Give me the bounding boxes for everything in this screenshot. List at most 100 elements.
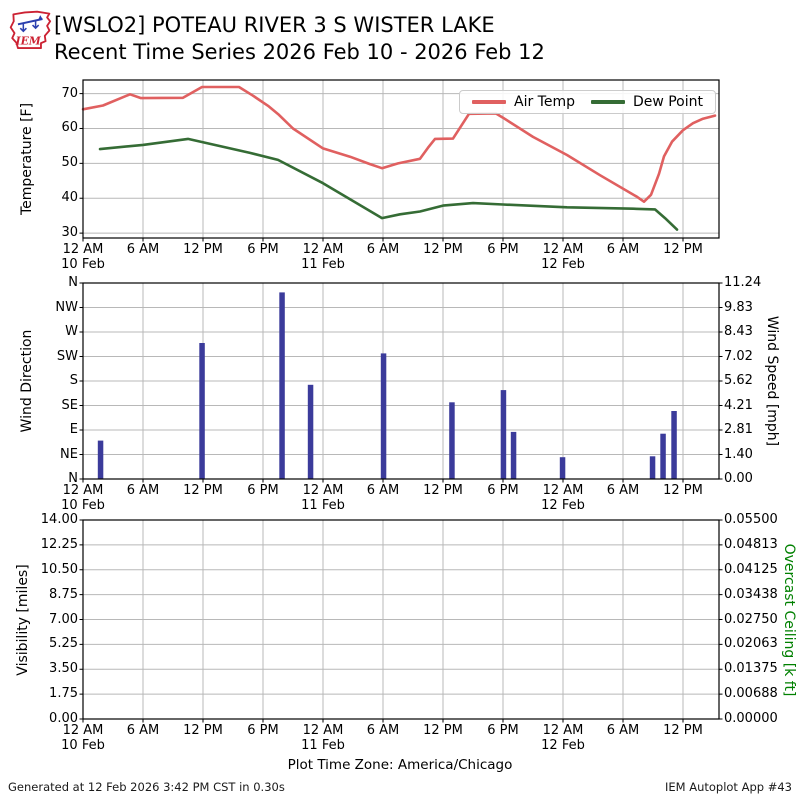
- y-tick-label-visibility: 7.00: [49, 611, 78, 627]
- x-tick-label: 6 AM: [366, 242, 400, 257]
- y-tick-label-ceiling: 0.03438: [724, 586, 778, 602]
- y-tick-label-visibility: 10.50: [40, 561, 78, 577]
- y-tick-label-wind-speed: 8.43: [724, 324, 753, 339]
- iowa-outline: [9, 10, 52, 50]
- y-tick-label-wind-speed: 5.62: [724, 373, 753, 388]
- x-tick-label: 12 AM: [542, 483, 584, 498]
- legend-item-dew-point: Dew Point: [590, 94, 703, 110]
- visibility-axis-title: Visibility [miles]: [15, 564, 31, 676]
- page-title: [WSLO2] POTEAU RIVER 3 S WISTER LAKE Rec…: [54, 12, 545, 66]
- y-tick-label-wind-dir: SW: [56, 348, 78, 364]
- x-tick-label: 12 PM: [663, 483, 703, 498]
- x-tick-label: 6 AM: [126, 242, 160, 257]
- y-tick-label-temp: 60: [61, 120, 78, 136]
- date-label: 10 Feb: [61, 738, 105, 753]
- x-tick-label: 6 AM: [606, 242, 640, 257]
- weather-vane-icon: [17, 15, 43, 33]
- y-tick-label-wind-dir: N: [68, 275, 78, 290]
- y-tick-label-temp: 40: [61, 190, 78, 206]
- x-tick-label: 12 AM: [62, 483, 104, 498]
- wind-speed-bar: [449, 402, 455, 479]
- plot-spine: [82, 79, 720, 239]
- y-tick-label-visibility: 0.00: [49, 711, 78, 726]
- wind-speed-bar: [510, 431, 517, 479]
- y-tick-label-visibility: 3.50: [49, 661, 78, 677]
- x-tick-label: 6 PM: [247, 723, 279, 738]
- x-tick-label: 12 AM: [302, 242, 344, 257]
- y-tick-label-wind-speed: 1.40: [724, 446, 753, 462]
- date-label: 11 Feb: [301, 738, 345, 753]
- date-label: 12 Feb: [541, 738, 585, 753]
- x-tick-label: 6 PM: [487, 483, 519, 498]
- date-label: 12 Feb: [541, 498, 585, 513]
- y-tick-label-wind-speed: 4.21: [724, 397, 753, 413]
- x-tick-label: 12 AM: [542, 723, 584, 738]
- x-tick-label: 12 PM: [183, 242, 223, 257]
- legend-label-air-temp: Air Temp: [514, 94, 575, 110]
- legend: Air Temp Dew Point: [459, 90, 716, 114]
- dew-point-line: [98, 137, 679, 231]
- title-line-2: Recent Time Series 2026 Feb 10 - 2026 Fe…: [54, 40, 545, 64]
- y-tick-label-wind-speed: 9.83: [724, 299, 753, 315]
- y-tick-label-visibility: 1.75: [49, 686, 78, 702]
- x-tick-label: 6 PM: [247, 242, 279, 257]
- y-tick-label-ceiling: 0.01375: [724, 661, 778, 677]
- date-label: 11 Feb: [301, 257, 345, 272]
- x-tick-label: 12 PM: [183, 483, 223, 498]
- wind-speed-bar: [559, 457, 566, 479]
- y-tick-label-wind-speed: 2.81: [724, 422, 753, 437]
- wind-direction-axis-title: Wind Direction: [19, 329, 35, 433]
- timezone-note: Plot Time Zone: America/Chicago: [287, 757, 513, 773]
- x-tick-label: 6 PM: [487, 242, 519, 257]
- x-tick-label: 12 PM: [183, 723, 223, 738]
- y-tick-label-visibility: 14.00: [40, 512, 78, 527]
- logo-text: IEM: [15, 34, 42, 47]
- x-tick-label: 6 AM: [366, 483, 400, 498]
- plot-spine: [82, 282, 720, 480]
- y-tick-label-wind-dir: NW: [55, 299, 78, 315]
- date-label: 12 Feb: [541, 257, 585, 272]
- x-tick-label: 12 PM: [423, 483, 463, 498]
- x-tick-label: 6 AM: [126, 723, 160, 738]
- temperature-axis-title: Temperature [F]: [19, 102, 35, 216]
- y-tick-label-wind-speed: 0.00: [724, 471, 753, 486]
- y-tick-label-ceiling: 0.02750: [724, 611, 778, 627]
- air-temp-line: [81, 85, 717, 203]
- wind-speed-bar: [660, 433, 666, 479]
- y-tick-label-ceiling: 0.00000: [724, 711, 778, 726]
- x-tick-label: 6 AM: [606, 483, 640, 498]
- title-line-1: [WSLO2] POTEAU RIVER 3 S WISTER LAKE: [54, 13, 495, 37]
- wind-speed-bar: [671, 411, 677, 479]
- x-tick-label: 12 AM: [302, 723, 344, 738]
- wind-speed-bar: [380, 353, 387, 479]
- x-tick-label: 6 AM: [366, 723, 400, 738]
- y-tick-label-ceiling: 0.04125: [724, 561, 778, 577]
- y-tick-label-wind-dir: N: [68, 471, 78, 486]
- wind-speed-bar: [199, 343, 205, 479]
- y-tick-label-visibility: 8.75: [49, 586, 78, 602]
- y-tick-label-wind-dir: W: [65, 324, 78, 339]
- wind-speed-bar: [97, 440, 104, 479]
- y-tick-label-ceiling: 0.05500: [724, 512, 778, 527]
- y-tick-label-temp: 30: [61, 225, 78, 241]
- legend-label-dew-point: Dew Point: [632, 94, 703, 110]
- plot-spine: [82, 519, 720, 720]
- dew-point-line-swatch: [590, 100, 625, 104]
- x-tick-label: 12 AM: [62, 723, 104, 738]
- x-tick-label: 12 PM: [663, 723, 703, 738]
- y-tick-label-ceiling: 0.04813: [724, 536, 778, 552]
- overcast-ceiling-axis-title: Overcast Ceiling [k ft]: [781, 543, 797, 697]
- generated-timestamp: Generated at 12 Feb 2026 3:42 PM CST in …: [8, 780, 285, 794]
- y-tick-label-wind-dir: NE: [60, 446, 78, 462]
- y-tick-label-wind-dir: E: [69, 422, 78, 437]
- app-id-text: IEM Autoplot App #43: [664, 780, 792, 794]
- y-tick-label-wind-dir: SE: [61, 397, 78, 413]
- y-tick-label-wind-dir: S: [69, 373, 78, 388]
- x-tick-label: 12 PM: [423, 723, 463, 738]
- y-tick-label-wind-speed: 11.24: [724, 275, 762, 290]
- y-tick-label-wind-speed: 7.02: [724, 348, 753, 364]
- date-label: 10 Feb: [61, 257, 105, 272]
- wind-speed-axis-title: Wind Speed [mph]: [764, 315, 780, 447]
